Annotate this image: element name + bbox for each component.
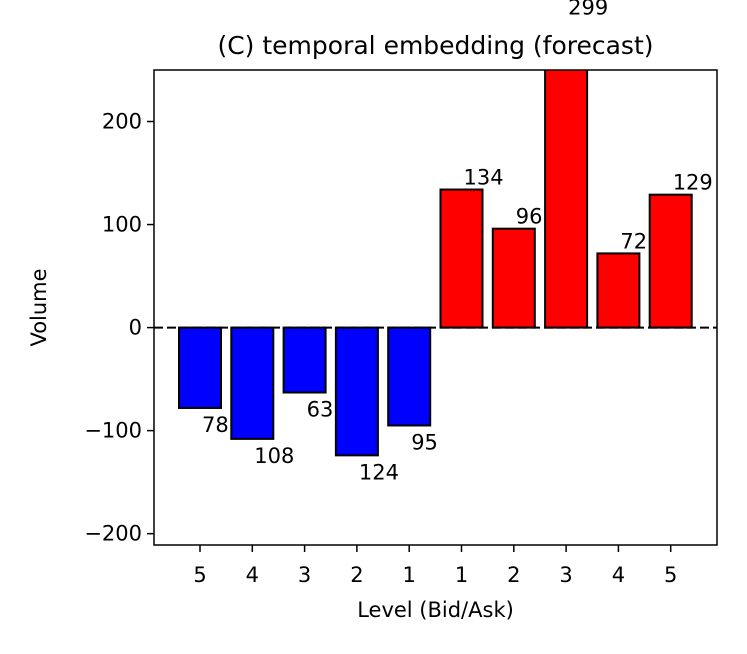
y-tick-label: 100: [102, 213, 142, 237]
y-tick-label: 0: [129, 316, 142, 340]
bar-bid-2: [230, 326, 275, 440]
bar-ask-8: [544, 70, 589, 329]
data-label-9: 72: [620, 229, 647, 253]
bar-bid-5: [387, 326, 432, 427]
x-tick-label: 4: [612, 563, 625, 587]
bar-ask-9: [596, 252, 641, 329]
y-tick-label: −200: [84, 522, 142, 546]
bar-ask-7: [491, 227, 536, 329]
data-label-6: 134: [464, 166, 504, 190]
y-axis-ticks: 200 100 0 −100 −200: [84, 110, 154, 546]
chart-title: (C) temporal embedding (forecast): [217, 31, 653, 60]
data-label-8: 299: [568, 0, 608, 20]
data-label-10: 129: [673, 171, 713, 195]
bar-bid-1: [178, 326, 222, 409]
y-tick-label: 200: [102, 110, 142, 134]
x-tick-label: 2: [507, 563, 520, 587]
x-axis-label: Level (Bid/Ask): [357, 598, 514, 622]
x-tick-label: 1: [455, 563, 468, 587]
data-label-2: 108: [254, 444, 294, 468]
bar-ask-6: [439, 188, 484, 329]
data-label-7: 96: [516, 205, 543, 229]
x-tick-label: 4: [246, 563, 259, 587]
data-label-1: 78: [202, 413, 229, 437]
bars-group: [178, 70, 693, 457]
x-tick-label: 5: [664, 563, 677, 587]
x-axis-ticks: 5 4 3 2 1 1 2 3 4 5: [193, 545, 677, 587]
bar-bid-3: [282, 326, 327, 394]
y-tick-label: −100: [84, 419, 142, 443]
bar-bid-4: [334, 326, 379, 457]
bar-ask-10: [648, 193, 693, 329]
x-tick-label: 5: [193, 563, 206, 587]
x-tick-label: 3: [298, 563, 311, 587]
y-axis-label: Volume: [27, 268, 51, 346]
plot-frame: [153, 69, 718, 546]
x-tick-label: 1: [403, 563, 416, 587]
data-label-5: 95: [411, 430, 438, 454]
x-tick-label: 2: [350, 563, 363, 587]
data-labels-group: 78 108 63 124 95 134 96 299 72 129: [202, 0, 713, 484]
data-label-3: 63: [307, 398, 334, 422]
data-label-4: 124: [359, 460, 399, 484]
x-tick-label: 3: [559, 563, 572, 587]
